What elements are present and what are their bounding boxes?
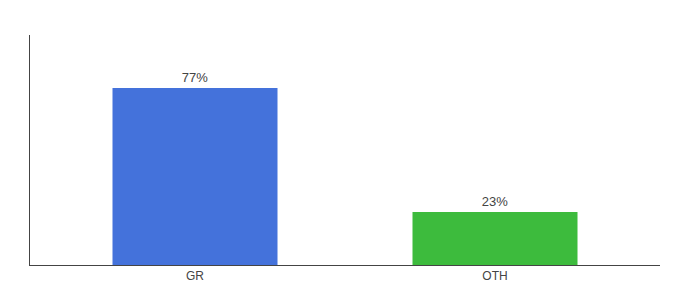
svg-text:77%: 77%: [182, 70, 208, 85]
svg-text:23%: 23%: [482, 194, 508, 209]
svg-text:OTH: OTH: [482, 269, 507, 283]
svg-text:GR: GR: [186, 269, 204, 283]
